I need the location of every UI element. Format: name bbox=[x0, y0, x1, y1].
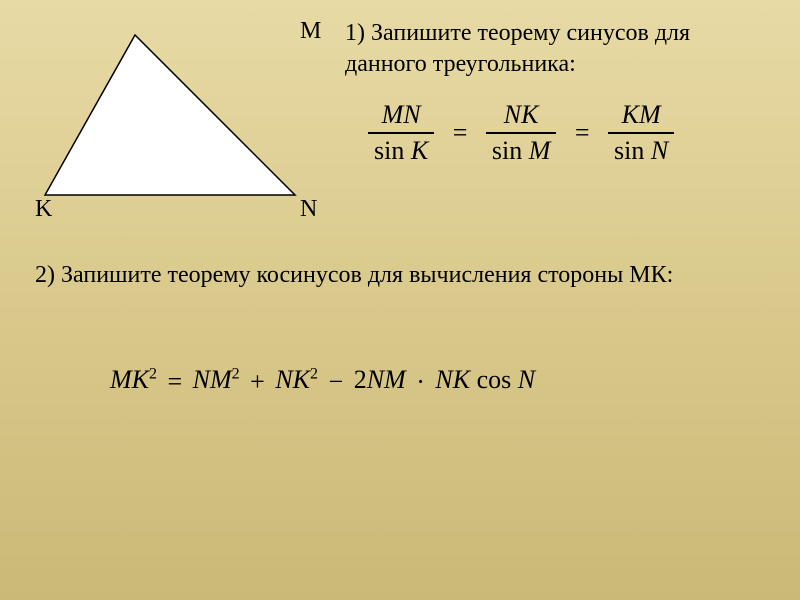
sin-arg-M: M bbox=[529, 136, 551, 165]
law-of-sines-formula: MN sin K = NK sin M = KM sin N bbox=[360, 100, 682, 166]
fraction-3: KM sin N bbox=[608, 100, 674, 166]
frac1-num: MN bbox=[368, 100, 434, 134]
term2: NK bbox=[275, 365, 310, 394]
cos-arg: N bbox=[518, 365, 535, 394]
frac2-den: sin M bbox=[486, 134, 557, 166]
law-of-cosines-formula: MK2 = NM2 + NK2 − 2NM · NK cos N bbox=[110, 365, 535, 397]
triangle-shape bbox=[45, 35, 295, 195]
frac2-num: NK bbox=[486, 100, 557, 134]
sin-arg-K: K bbox=[411, 136, 428, 165]
vertex-label-N: N bbox=[300, 196, 317, 223]
vertex-label-K: K bbox=[35, 196, 52, 223]
fraction-2: NK sin M bbox=[486, 100, 557, 166]
term3a: NM bbox=[367, 365, 406, 394]
term2-sq: 2 bbox=[310, 365, 318, 382]
sin-fn: sin bbox=[374, 136, 411, 165]
minus: − bbox=[329, 367, 344, 397]
lhs-sq: 2 bbox=[149, 365, 157, 382]
term3b: NK bbox=[435, 365, 470, 394]
vertex-label-M: M bbox=[300, 18, 321, 45]
equals-1: = bbox=[453, 118, 468, 148]
sin-fn: sin bbox=[492, 136, 529, 165]
frac3-den: sin N bbox=[608, 134, 674, 166]
plus: + bbox=[250, 367, 265, 397]
frac1-den: sin K bbox=[368, 134, 434, 166]
equals-2: = bbox=[575, 118, 590, 148]
question-1-number: 1) bbox=[345, 20, 365, 46]
question-2-text: 2) Запишите теорему косинусов для вычисл… bbox=[35, 260, 755, 291]
sin-fn: sin bbox=[614, 136, 651, 165]
dot: · bbox=[416, 367, 425, 397]
triangle-figure bbox=[35, 25, 315, 205]
triangle-svg bbox=[35, 25, 315, 205]
coef-2: 2 bbox=[354, 365, 367, 394]
sin-arg-N: N bbox=[651, 136, 668, 165]
question-1-body: Запишите теорему синусов для данного тре… bbox=[345, 20, 690, 77]
lhs-var: MK bbox=[110, 365, 149, 394]
fraction-1: MN sin K bbox=[368, 100, 434, 166]
slide: M K N 1) Запишите теорему синусов для да… bbox=[0, 0, 800, 600]
term1: NM bbox=[193, 365, 232, 394]
frac3-num: KM bbox=[608, 100, 674, 134]
equals: = bbox=[168, 367, 183, 397]
question-1-text: 1) Запишите теорему синусов для данного … bbox=[345, 18, 775, 80]
cos-fn: cos bbox=[477, 365, 518, 394]
term1-sq: 2 bbox=[232, 365, 240, 382]
